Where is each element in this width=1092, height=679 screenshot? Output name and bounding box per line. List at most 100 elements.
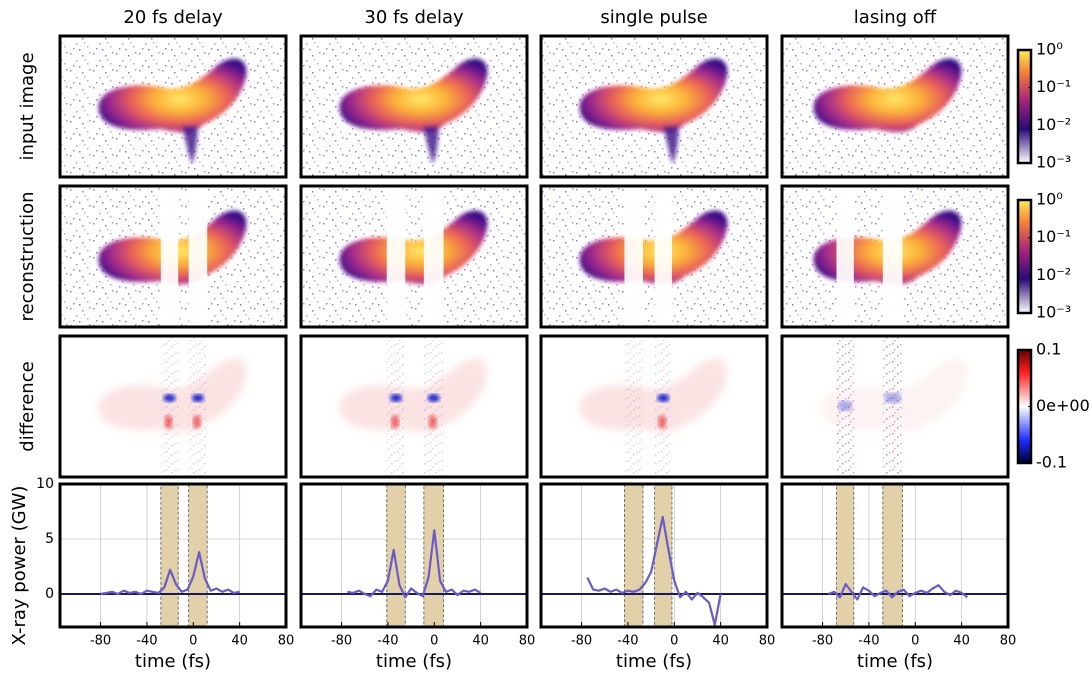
y-tick-label: 5: [45, 531, 54, 547]
time-window: [624, 484, 644, 627]
x-tick-label: -80: [571, 634, 592, 649]
mask-stripe: [624, 186, 643, 327]
diff-band: [884, 393, 901, 403]
time-window: [160, 484, 179, 627]
x-tick-label: 80: [278, 634, 295, 649]
x-tick-label: -80: [331, 634, 352, 649]
blob: [98, 58, 247, 164]
blob-shape: [579, 210, 728, 285]
blob: [339, 210, 488, 285]
x-tick-label: 0: [430, 634, 438, 649]
mask-stripe: [386, 186, 406, 327]
panel-frame: [299, 184, 529, 329]
colorbar-tick-label: 0e+00: [1036, 396, 1090, 415]
mask-stripe: [423, 186, 444, 327]
x-tick-label: -40: [377, 634, 398, 649]
colorbar-tick-label: 10⁻¹: [1036, 227, 1071, 246]
x-tick-label: 0: [670, 634, 678, 649]
colorbar-tick-label: 10⁰: [1036, 40, 1063, 59]
panel-frame: [539, 184, 769, 329]
panel-frame: [539, 34, 769, 179]
blob-shape: [339, 210, 488, 285]
y-axis-label: X-ray power (GW): [9, 486, 30, 646]
diff-shape: [339, 358, 488, 433]
plot-area: [301, 484, 527, 627]
image-panel: [60, 336, 286, 477]
panel-frame: [58, 184, 288, 329]
diff-stripe: [624, 336, 643, 477]
panel-frame: [780, 334, 1010, 479]
diff-stripe: [654, 336, 672, 477]
colorbar-tick-label: 0.1: [1036, 340, 1061, 359]
colorbar-tick-label: 10⁻³: [1036, 303, 1071, 322]
image-panel: [541, 336, 767, 477]
plot-area: [60, 484, 286, 627]
colorbar-tick-label: 10⁰: [1036, 190, 1063, 209]
colorbar-tick-label: 10⁻²: [1036, 115, 1071, 134]
y-tick-label: 10: [36, 476, 54, 492]
series-line: [828, 583, 969, 601]
diff-shape: [579, 358, 728, 433]
x-tick-label: 80: [1000, 634, 1017, 649]
blob-tail: [182, 126, 198, 164]
time-window: [882, 484, 903, 627]
diff-blue: [427, 394, 440, 402]
panel-frame: [58, 334, 288, 479]
image-panel: [782, 186, 1008, 327]
diff-red: [428, 415, 437, 429]
x-tick-label: 80: [759, 634, 776, 649]
x-tick-label: -40: [858, 634, 879, 649]
diff-blob: [579, 358, 728, 433]
x-tick-label: -80: [90, 634, 111, 649]
colorbar-tick-label: 10⁻¹: [1036, 77, 1071, 96]
image-panel: [782, 36, 1008, 177]
colorbar-tick-label: -0.1: [1036, 453, 1067, 472]
diff-band: [838, 401, 852, 411]
panel-frame: [780, 482, 1010, 629]
panel-frame: [539, 482, 769, 629]
diff-blue: [191, 394, 204, 402]
blob-shape: [813, 58, 962, 133]
blob: [813, 58, 962, 133]
panel-frame: [299, 482, 529, 629]
panel-frame: [58, 34, 288, 179]
time-window: [836, 484, 855, 627]
diff-stripe: [160, 336, 179, 477]
x-tick-label: -40: [617, 634, 638, 649]
blob-tail: [663, 126, 679, 164]
blob: [579, 58, 728, 164]
image-panel: [301, 186, 527, 327]
x-axis-label: time (fs): [857, 651, 933, 672]
blob-shape: [339, 58, 488, 133]
diff-blob: [339, 358, 488, 433]
plot-area: [541, 484, 767, 627]
mask-stripe: [160, 186, 179, 327]
mask-stripe: [836, 186, 854, 327]
diff-stripe: [423, 336, 444, 477]
colorbar: [1016, 198, 1033, 315]
x-tick-label: -80: [812, 634, 833, 649]
x-tick-label: 40: [231, 634, 248, 649]
plot-area: [782, 484, 1008, 627]
panel-frame: [299, 34, 529, 179]
panel-frame: [780, 34, 1010, 179]
time-window: [423, 484, 444, 627]
diff-red: [391, 415, 400, 429]
mask-stripe: [882, 186, 903, 327]
column-title: 20 fs delay: [123, 7, 223, 28]
panel-frame: [780, 184, 1010, 329]
time-window: [654, 484, 673, 627]
image-panel: [301, 336, 527, 477]
colorbar-tick-label: 10⁻³: [1036, 153, 1071, 172]
x-tick-label: 40: [712, 634, 729, 649]
image-panel: [60, 186, 286, 327]
diff-red: [658, 415, 667, 429]
series-line: [586, 515, 722, 626]
colorbar-tick-label: 10⁻²: [1036, 265, 1071, 284]
blob-shape: [98, 58, 247, 133]
image-panel: [60, 36, 286, 177]
diff-blue: [163, 394, 176, 402]
blob-shape: [579, 58, 728, 133]
blob: [339, 58, 488, 164]
blob-tail: [423, 126, 439, 164]
